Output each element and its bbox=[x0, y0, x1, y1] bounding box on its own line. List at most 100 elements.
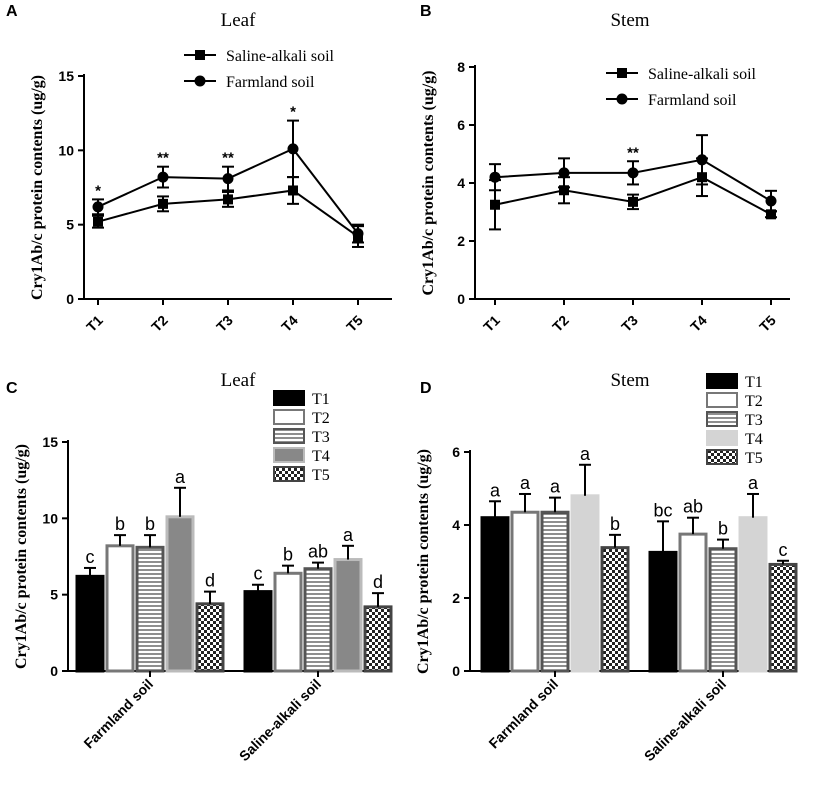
panel-letter: D bbox=[420, 380, 432, 397]
bar-t1-saline-alkali bbox=[243, 590, 273, 673]
panel-b-stem-line-chart: B Stem Cry1Ab/c protein contents (ug/g) 0 2 4… bbox=[420, 3, 790, 335]
significance-letter: a bbox=[748, 473, 759, 493]
significance-letter: c bbox=[779, 540, 788, 560]
chart-title: Leaf bbox=[221, 370, 256, 391]
data-point-circle bbox=[352, 228, 364, 240]
significance-mark: ** bbox=[222, 150, 234, 167]
panel-a-leaf-line-chart: A Leaf Cry1Ab/c protein contents (ug/g) 0 5 1… bbox=[6, 3, 392, 335]
significance-letter: ab bbox=[308, 542, 328, 562]
legend-marker-square bbox=[617, 68, 627, 78]
legend-label: T1 bbox=[745, 374, 763, 391]
legend-label: T3 bbox=[745, 412, 763, 429]
y-tick-label: 6 bbox=[452, 444, 460, 460]
bar-t4-saline-alkali bbox=[333, 558, 363, 673]
y-tick-label: 8 bbox=[457, 59, 465, 75]
bar-t4-saline-alkali bbox=[738, 516, 768, 673]
panel-c-leaf-bar-chart: C Leaf Cry1Ab/c protein contents (ug/g) 0 5 1… bbox=[6, 370, 393, 764]
x-tick-label: T4 bbox=[278, 312, 301, 335]
significance-letter: a bbox=[343, 525, 354, 545]
chart-title: Leaf bbox=[221, 10, 256, 31]
panel-d-stem-bar-chart: D Stem Cry1Ab/c protein contents (ug/g) 0 2 4… bbox=[415, 370, 798, 764]
y-tick-label: 5 bbox=[66, 217, 74, 233]
legend-label: Saline-alkali soil bbox=[226, 48, 335, 65]
legend-swatch bbox=[273, 428, 305, 444]
legend-label: T3 bbox=[312, 429, 330, 446]
panel-letter: C bbox=[6, 380, 18, 397]
bar-t2-farmland bbox=[510, 510, 540, 673]
bar-t3-farmland bbox=[540, 510, 570, 673]
y-tick-label: 15 bbox=[42, 434, 58, 450]
chart-title: Stem bbox=[610, 10, 649, 31]
significance-mark: * bbox=[95, 182, 101, 199]
y-tick-label: 10 bbox=[58, 142, 74, 158]
significance-letter: b bbox=[718, 519, 728, 539]
data-point-circle bbox=[765, 195, 777, 207]
significance-letter: a bbox=[490, 480, 501, 500]
x-tick-label: T1 bbox=[480, 312, 503, 335]
legend-label: T4 bbox=[745, 431, 763, 448]
y-axis-label: Cry1Ab/c protein contents (ug/g) bbox=[13, 444, 30, 669]
bar-t3-saline-alkali bbox=[708, 547, 738, 673]
legend-label: T4 bbox=[312, 448, 330, 465]
bar-t3-saline-alkali bbox=[303, 567, 333, 673]
legend-swatch bbox=[273, 409, 305, 425]
legend-swatch bbox=[273, 447, 305, 463]
data-point-circle bbox=[287, 143, 299, 155]
bar-t1-farmland bbox=[480, 516, 510, 673]
data-point-square bbox=[490, 199, 500, 210]
legend-label: Saline-alkali soil bbox=[648, 66, 757, 83]
data-point-circle bbox=[222, 173, 234, 185]
data-point-square bbox=[93, 216, 103, 227]
data-point-square bbox=[559, 185, 569, 196]
significance-letter: b bbox=[115, 514, 125, 534]
bar-t4-farmland bbox=[165, 515, 195, 673]
significance-mark: * bbox=[290, 104, 296, 121]
significance-letter: d bbox=[205, 571, 215, 591]
significance-letter: b bbox=[283, 545, 293, 565]
y-tick-label: 2 bbox=[457, 233, 465, 249]
x-tick-label: T3 bbox=[618, 312, 641, 335]
legend-label: T2 bbox=[745, 393, 763, 410]
data-point-circle bbox=[696, 154, 708, 166]
data-point-circle bbox=[627, 167, 639, 179]
x-tick-label: Farmland soil bbox=[485, 676, 561, 752]
legend-swatch bbox=[706, 411, 738, 427]
legend-swatch bbox=[706, 373, 738, 389]
x-tick-label: T3 bbox=[213, 312, 236, 335]
y-tick-label: 10 bbox=[42, 510, 58, 526]
significance-letter: a bbox=[580, 444, 591, 464]
panel-letter: B bbox=[420, 3, 432, 20]
x-tick-label: Saline-alkali soil bbox=[641, 676, 729, 764]
y-axis-label: Cry1Ab/c protein contents (ug/g) bbox=[420, 70, 437, 295]
chart-title: Stem bbox=[610, 370, 649, 391]
x-tick-label: T2 bbox=[148, 312, 171, 335]
y-tick-label: 15 bbox=[58, 68, 74, 84]
bar-t2-saline-alkali bbox=[273, 571, 303, 673]
data-point-circle bbox=[489, 171, 501, 183]
y-tick-label: 4 bbox=[457, 175, 465, 191]
legend-label: Farmland soil bbox=[226, 74, 315, 91]
x-tick-label: T1 bbox=[83, 312, 106, 335]
data-point-square bbox=[628, 196, 638, 207]
significance-letter: a bbox=[175, 467, 186, 487]
significance-letter: a bbox=[550, 477, 561, 497]
y-tick-label: 2 bbox=[452, 590, 460, 606]
bar-t2-farmland bbox=[105, 544, 135, 673]
bar-t5-saline-alkali bbox=[363, 605, 393, 673]
bar-t4-farmland bbox=[570, 494, 600, 673]
legend-label: T1 bbox=[312, 391, 330, 408]
legend-label: T5 bbox=[312, 467, 330, 484]
legend-swatch bbox=[706, 392, 738, 408]
significance-letter: c bbox=[254, 564, 263, 584]
panel-letter: A bbox=[6, 3, 18, 20]
bar-t1-saline-alkali bbox=[648, 550, 678, 673]
legend-swatch bbox=[273, 390, 305, 406]
data-point-square bbox=[766, 209, 776, 220]
significance-mark: ** bbox=[627, 144, 639, 161]
legend-label: T2 bbox=[312, 410, 330, 427]
x-tick-label: Farmland soil bbox=[80, 676, 156, 752]
x-tick-label: T2 bbox=[549, 312, 572, 335]
data-point-square bbox=[158, 198, 168, 209]
x-tick-label: T5 bbox=[756, 312, 779, 335]
